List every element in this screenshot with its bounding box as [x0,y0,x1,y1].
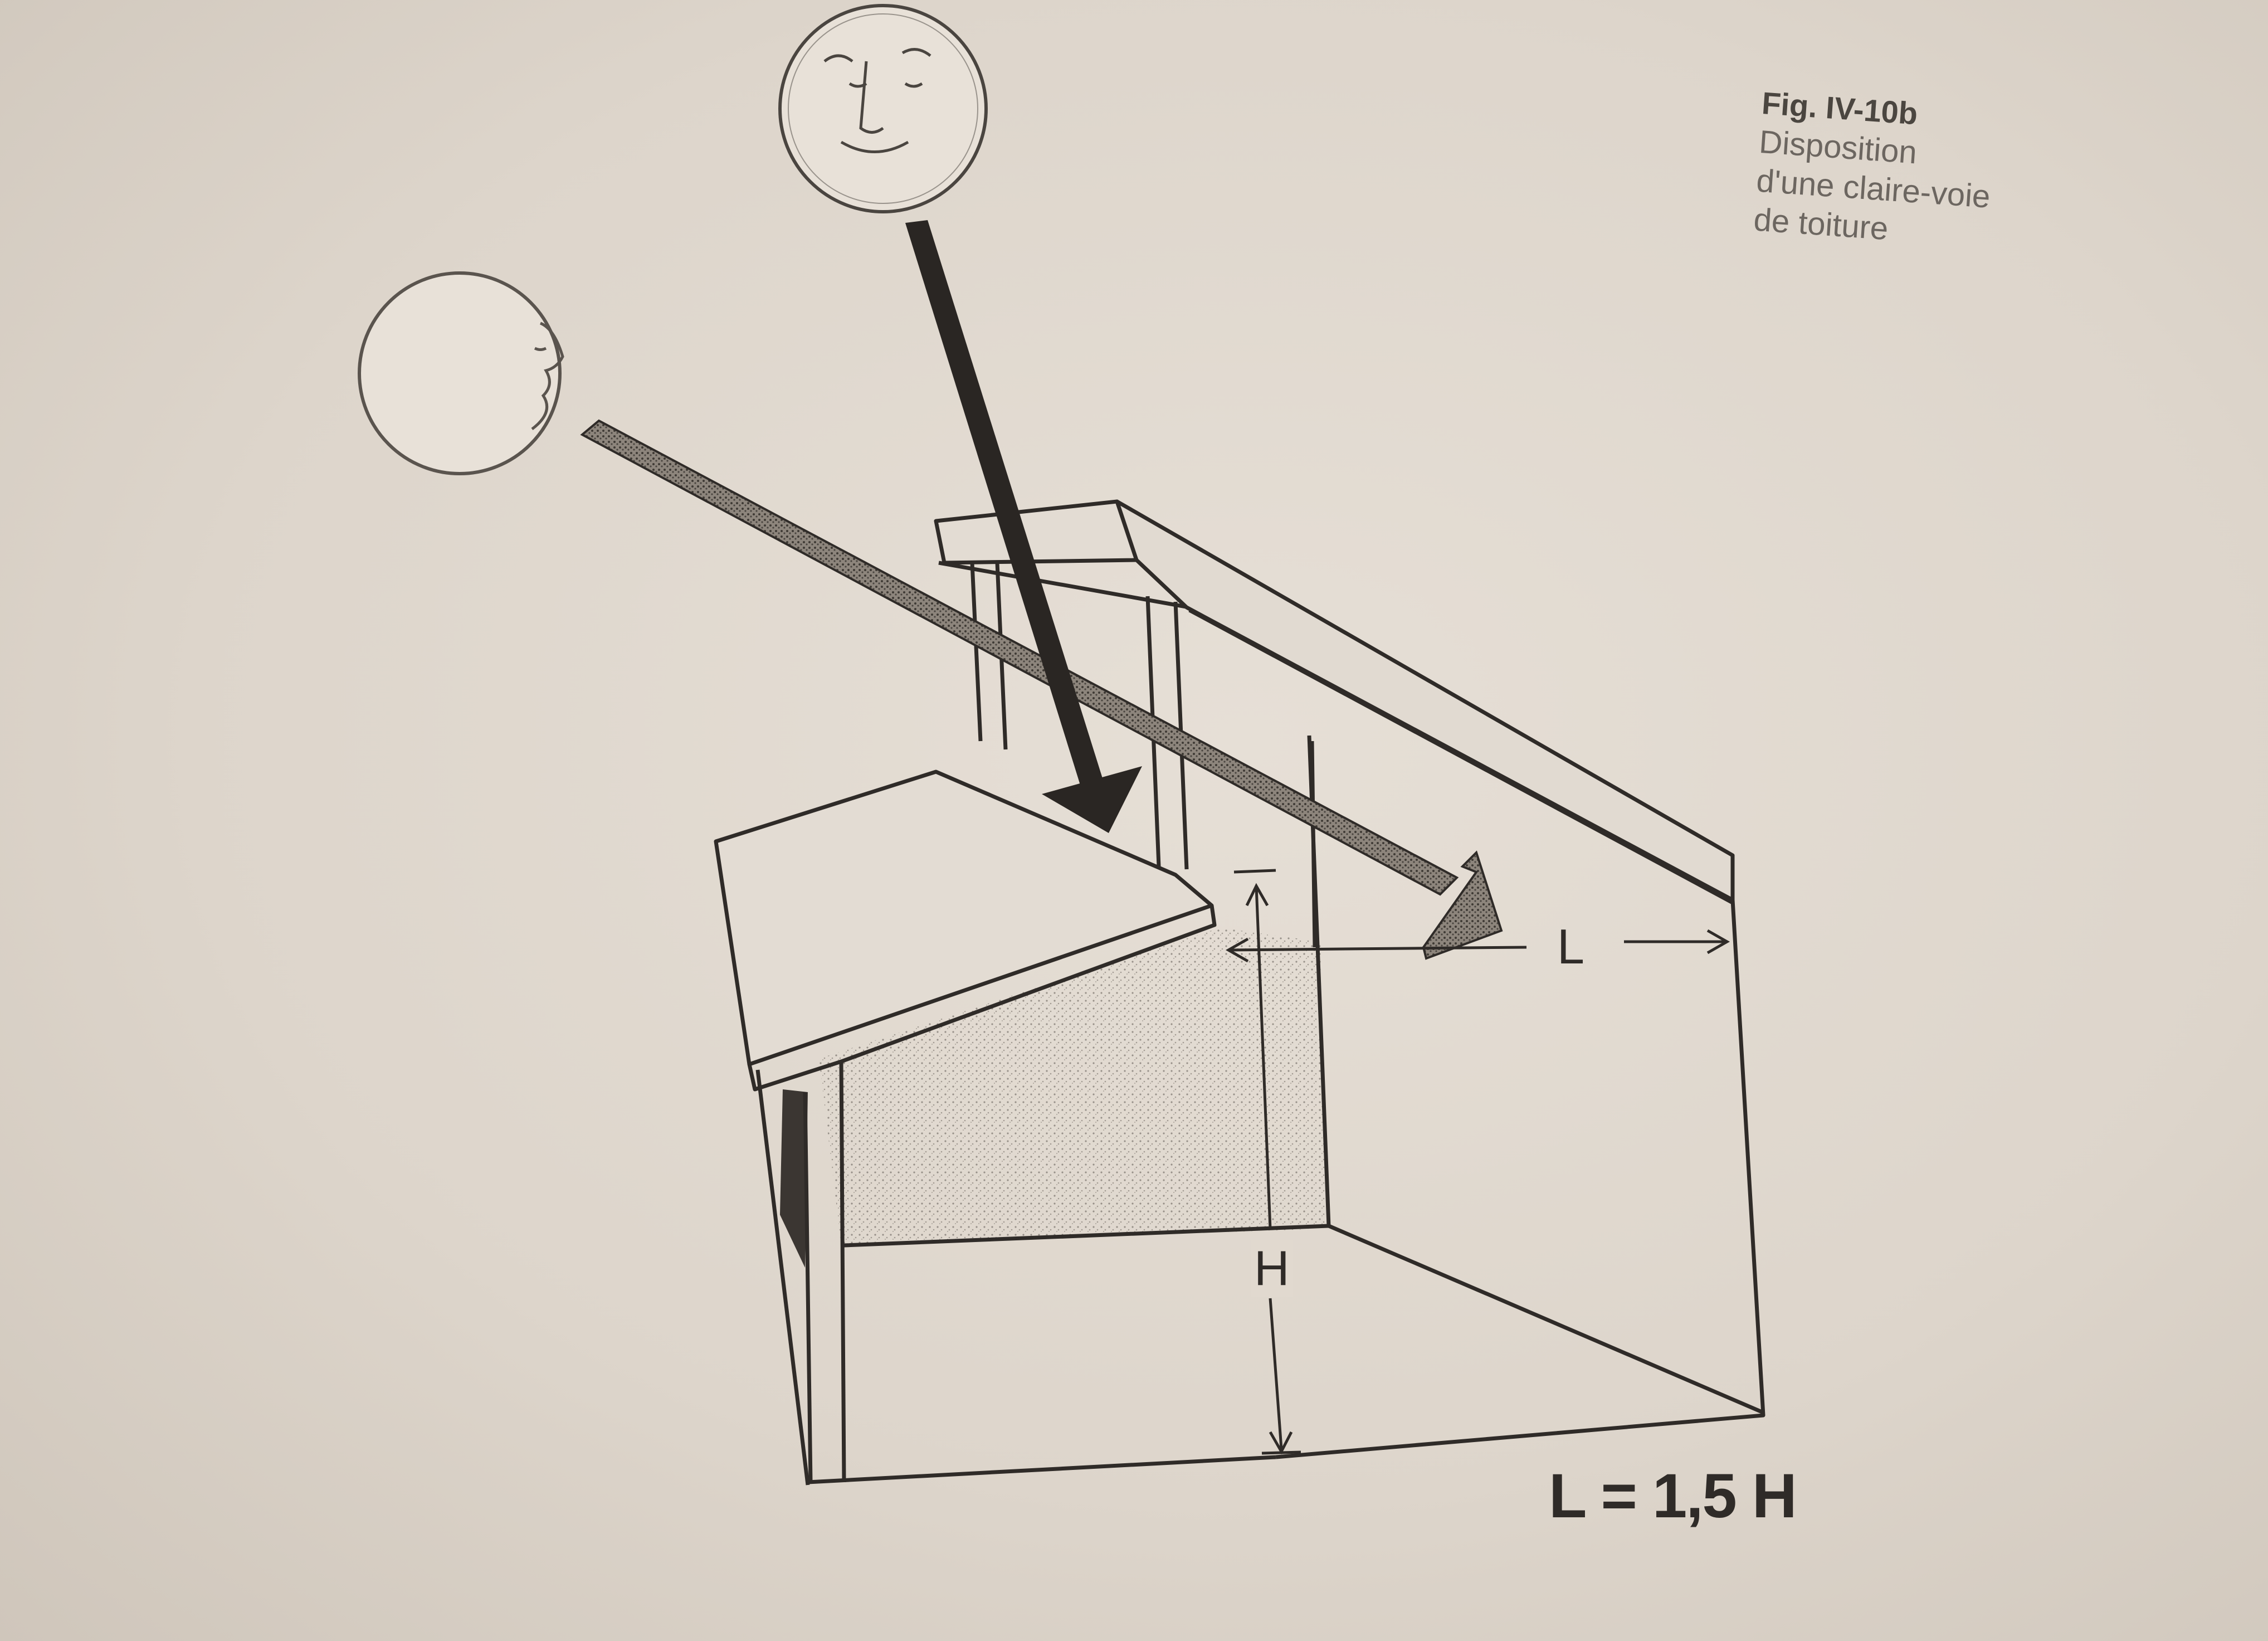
sun-high-disc [778,4,988,213]
monitor-cap [934,499,1139,565]
ratio-formula: L = 1,5 H [1549,1461,1797,1531]
length-arrow-left [1225,937,1249,963]
upper-roof [1115,499,1735,902]
height-label: H [1251,1240,1293,1297]
front-roof-slab [714,770,1214,1067]
low-sun-ray-arrowhead [1422,850,1503,960]
figure-caption: Fig. IV-10b Disposition d'une claire-voi… [1752,84,1997,256]
upper-roof-underside [1188,608,1734,905]
sun-face-profile-icon [358,271,564,475]
height-dimension-top [1255,885,1272,1229]
sun-low-face-features [531,322,564,430]
left-wall-shadow [780,1089,808,1268]
front-roof-underside [747,905,1217,1092]
monitor-sill [938,561,1190,610]
high-sun-ray-shaft [905,220,1103,787]
dimension-lines [1225,869,1730,1455]
sun-high-face-features [823,48,931,153]
building-box [714,499,1765,1486]
left-wall-edge [755,1069,810,1486]
right-wall [1275,899,1765,1459]
length-label: L [1557,919,1584,974]
high-sun-ray [905,220,1142,833]
front-post-right [839,1061,846,1483]
sun-high-inner [788,13,978,204]
low-sun-ray-shaft [580,419,1459,896]
length-dimension-left [1228,946,1527,952]
height-tick-top [1233,869,1276,874]
height-arrow-top [1245,883,1269,907]
interior-vertical-line [1310,741,1317,948]
front-post-left [803,1092,813,1483]
back-wall-floor-line [843,1224,1764,1415]
low-sun-ray [580,419,1503,960]
length-arrow-right [1706,929,1730,955]
height-dimension-bottom [1269,1298,1283,1449]
sun-low-disc [358,271,562,475]
high-sun-ray-arrowhead [1042,766,1142,833]
ceiling-shadow [819,928,1326,1245]
height-tick-bottom [1261,1450,1301,1455]
floor-front-edge [807,1455,1276,1484]
monitor-left-post [970,562,983,742]
sun-face-icon [778,4,988,213]
